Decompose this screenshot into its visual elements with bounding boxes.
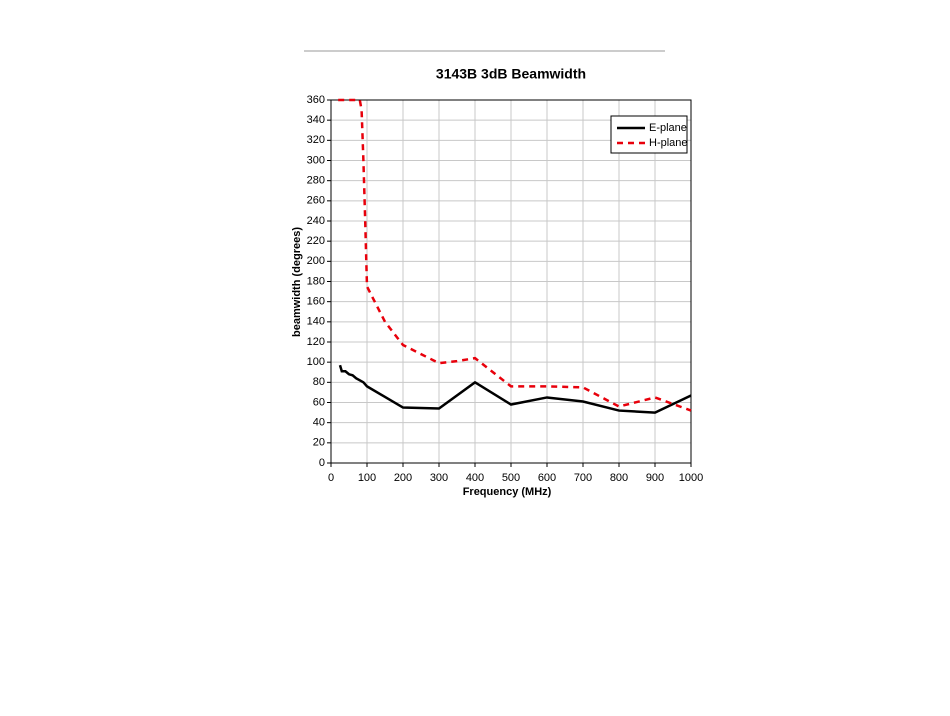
x-tick-label: 1000 — [679, 472, 703, 484]
y-tick-label: 320 — [307, 134, 325, 146]
y-tick-label: 180 — [307, 275, 325, 287]
y-tick-label: 220 — [307, 235, 325, 247]
legend-box — [610, 115, 688, 154]
y-tick-label: 260 — [307, 195, 325, 207]
x-tick-label: 700 — [574, 472, 592, 484]
y-tick-label: 140 — [307, 316, 325, 328]
y-tick-label: 280 — [307, 175, 325, 187]
x-tick-label: 0 — [328, 472, 334, 484]
y-tick-label: 40 — [313, 417, 325, 429]
x-tick-label: 400 — [466, 472, 484, 484]
plot-frame — [330, 99, 692, 464]
y-tick-label: 20 — [313, 437, 325, 449]
y-tick-label: 100 — [307, 356, 325, 368]
y-tick-label: 60 — [313, 396, 325, 408]
x-tick-label: 500 — [502, 472, 520, 484]
y-tick-label: 200 — [307, 255, 325, 267]
series-line — [338, 364, 692, 414]
x-tick-label: 600 — [538, 472, 556, 484]
x-axis-label: Frequency (MHz) — [463, 486, 552, 498]
x-tick-label: 100 — [358, 472, 376, 484]
series-line — [338, 98, 692, 412]
y-tick-label: 340 — [307, 114, 325, 126]
x-tick-label: 300 — [430, 472, 448, 484]
x-tick-label: 800 — [610, 472, 628, 484]
y-tick-label: 240 — [307, 215, 325, 227]
y-axis-label: beamwidth (degrees) — [291, 227, 303, 337]
y-tick-label: 80 — [313, 376, 325, 388]
x-tick-label: 200 — [394, 472, 412, 484]
y-tick-label: 360 — [307, 94, 325, 106]
chart-title: 3143B 3dB Beamwidth — [436, 66, 586, 82]
y-tick-label: 120 — [307, 336, 325, 348]
legend-label: H-plane — [649, 137, 688, 149]
y-tick-label: 300 — [307, 154, 325, 166]
y-tick-label: 0 — [319, 457, 325, 469]
x-tick-label: 900 — [646, 472, 664, 484]
y-tick-label: 160 — [307, 296, 325, 308]
legend-label: E-plane — [649, 122, 687, 134]
